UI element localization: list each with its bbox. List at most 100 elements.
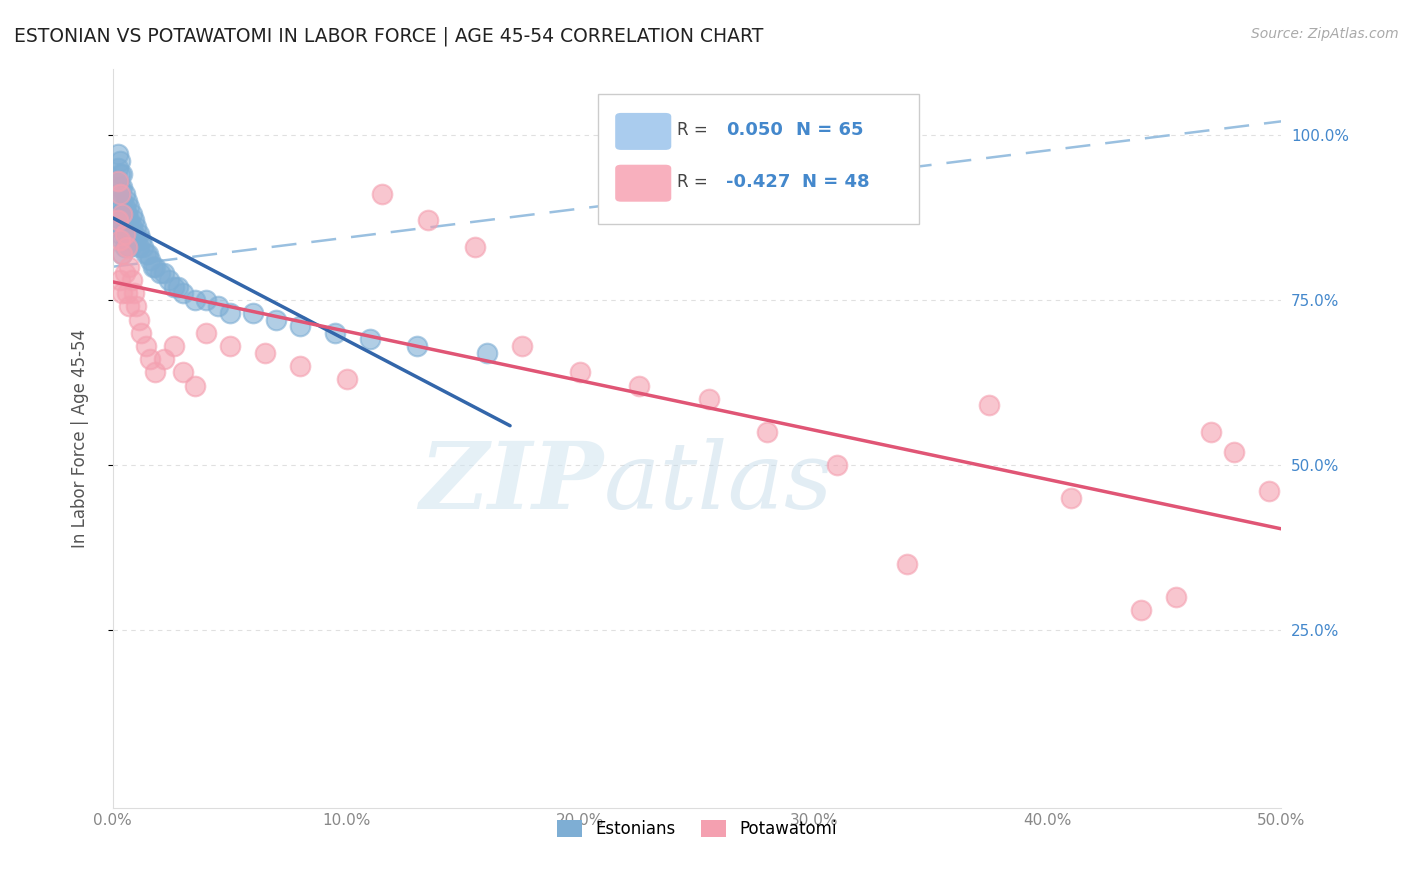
Point (108, 187, 131, 202)
Point (107, 147, 129, 161)
Point (122, 227, 145, 241)
Point (121, 233, 143, 247)
Text: R =: R = (678, 173, 713, 191)
Point (114, 240, 136, 254)
Point (162, 279, 184, 293)
Point (1129, 603, 1152, 617)
Point (129, 233, 152, 247)
FancyBboxPatch shape (616, 165, 671, 202)
Point (107, 174, 129, 188)
Point (825, 458, 848, 472)
Point (172, 366, 194, 380)
Text: -0.427: -0.427 (725, 173, 790, 191)
Point (108, 154, 131, 169)
Point (111, 246, 134, 260)
Point (114, 227, 136, 241)
Point (108, 207, 131, 221)
Point (111, 286, 134, 301)
Text: ZIP: ZIP (419, 438, 603, 528)
Point (115, 220, 138, 235)
Text: 0.050: 0.050 (725, 121, 783, 139)
Point (111, 207, 134, 221)
FancyBboxPatch shape (616, 113, 671, 150)
Point (118, 200, 141, 214)
Point (111, 220, 134, 235)
Point (569, 366, 592, 380)
Point (118, 213, 141, 227)
Point (115, 286, 138, 301)
Point (266, 312, 288, 326)
Point (111, 194, 134, 208)
Point (115, 240, 138, 254)
Point (114, 187, 136, 202)
Point (129, 326, 152, 340)
Point (118, 260, 141, 274)
Point (627, 378, 650, 392)
Point (135, 246, 157, 260)
Point (118, 227, 141, 241)
Point (111, 180, 134, 194)
Point (136, 246, 159, 260)
Point (114, 200, 136, 214)
Point (370, 187, 392, 202)
Point (128, 312, 150, 326)
Point (464, 240, 486, 254)
Point (153, 266, 176, 280)
Point (162, 339, 184, 353)
Point (121, 273, 143, 287)
Point (125, 299, 148, 313)
Point (510, 339, 533, 353)
Point (405, 339, 427, 353)
Point (195, 293, 218, 307)
Point (114, 266, 136, 280)
Point (1060, 491, 1083, 505)
Point (167, 279, 190, 293)
Point (111, 207, 134, 221)
Point (183, 293, 205, 307)
Point (143, 260, 166, 274)
Text: atlas: atlas (603, 438, 832, 528)
Point (114, 213, 136, 227)
Point (114, 227, 136, 241)
Point (125, 233, 148, 247)
Point (108, 273, 131, 287)
Point (122, 286, 145, 301)
Point (143, 366, 166, 380)
Point (139, 253, 162, 268)
Point (148, 266, 170, 280)
Point (118, 299, 141, 313)
Point (115, 194, 138, 208)
Point (132, 240, 155, 254)
Point (111, 246, 134, 260)
Text: ESTONIAN VS POTAWATOMI IN LABOR FORCE | AGE 45-54 CORRELATION CHART: ESTONIAN VS POTAWATOMI IN LABOR FORCE | … (14, 27, 763, 46)
Point (111, 167, 134, 181)
Point (121, 207, 143, 221)
Point (1258, 484, 1281, 499)
Point (1199, 425, 1222, 439)
Point (142, 260, 165, 274)
Text: Source: ZipAtlas.com: Source: ZipAtlas.com (1251, 27, 1399, 41)
Point (121, 220, 143, 235)
Point (107, 213, 129, 227)
Point (128, 240, 150, 254)
Point (125, 220, 148, 235)
Point (756, 425, 779, 439)
Point (218, 306, 240, 320)
Point (107, 161, 129, 175)
Point (1164, 590, 1187, 604)
Point (108, 220, 131, 235)
Point (107, 174, 129, 188)
Point (172, 286, 194, 301)
Point (697, 392, 720, 406)
Point (207, 299, 229, 313)
Point (128, 227, 150, 241)
Text: N = 65: N = 65 (796, 121, 863, 139)
Text: N = 48: N = 48 (801, 173, 870, 191)
Legend: Estonians, Potawatomi: Estonians, Potawatomi (551, 813, 844, 845)
Point (118, 240, 141, 254)
Point (323, 326, 346, 340)
Point (288, 359, 311, 373)
Point (195, 326, 218, 340)
Point (1223, 444, 1246, 458)
Point (139, 352, 162, 367)
